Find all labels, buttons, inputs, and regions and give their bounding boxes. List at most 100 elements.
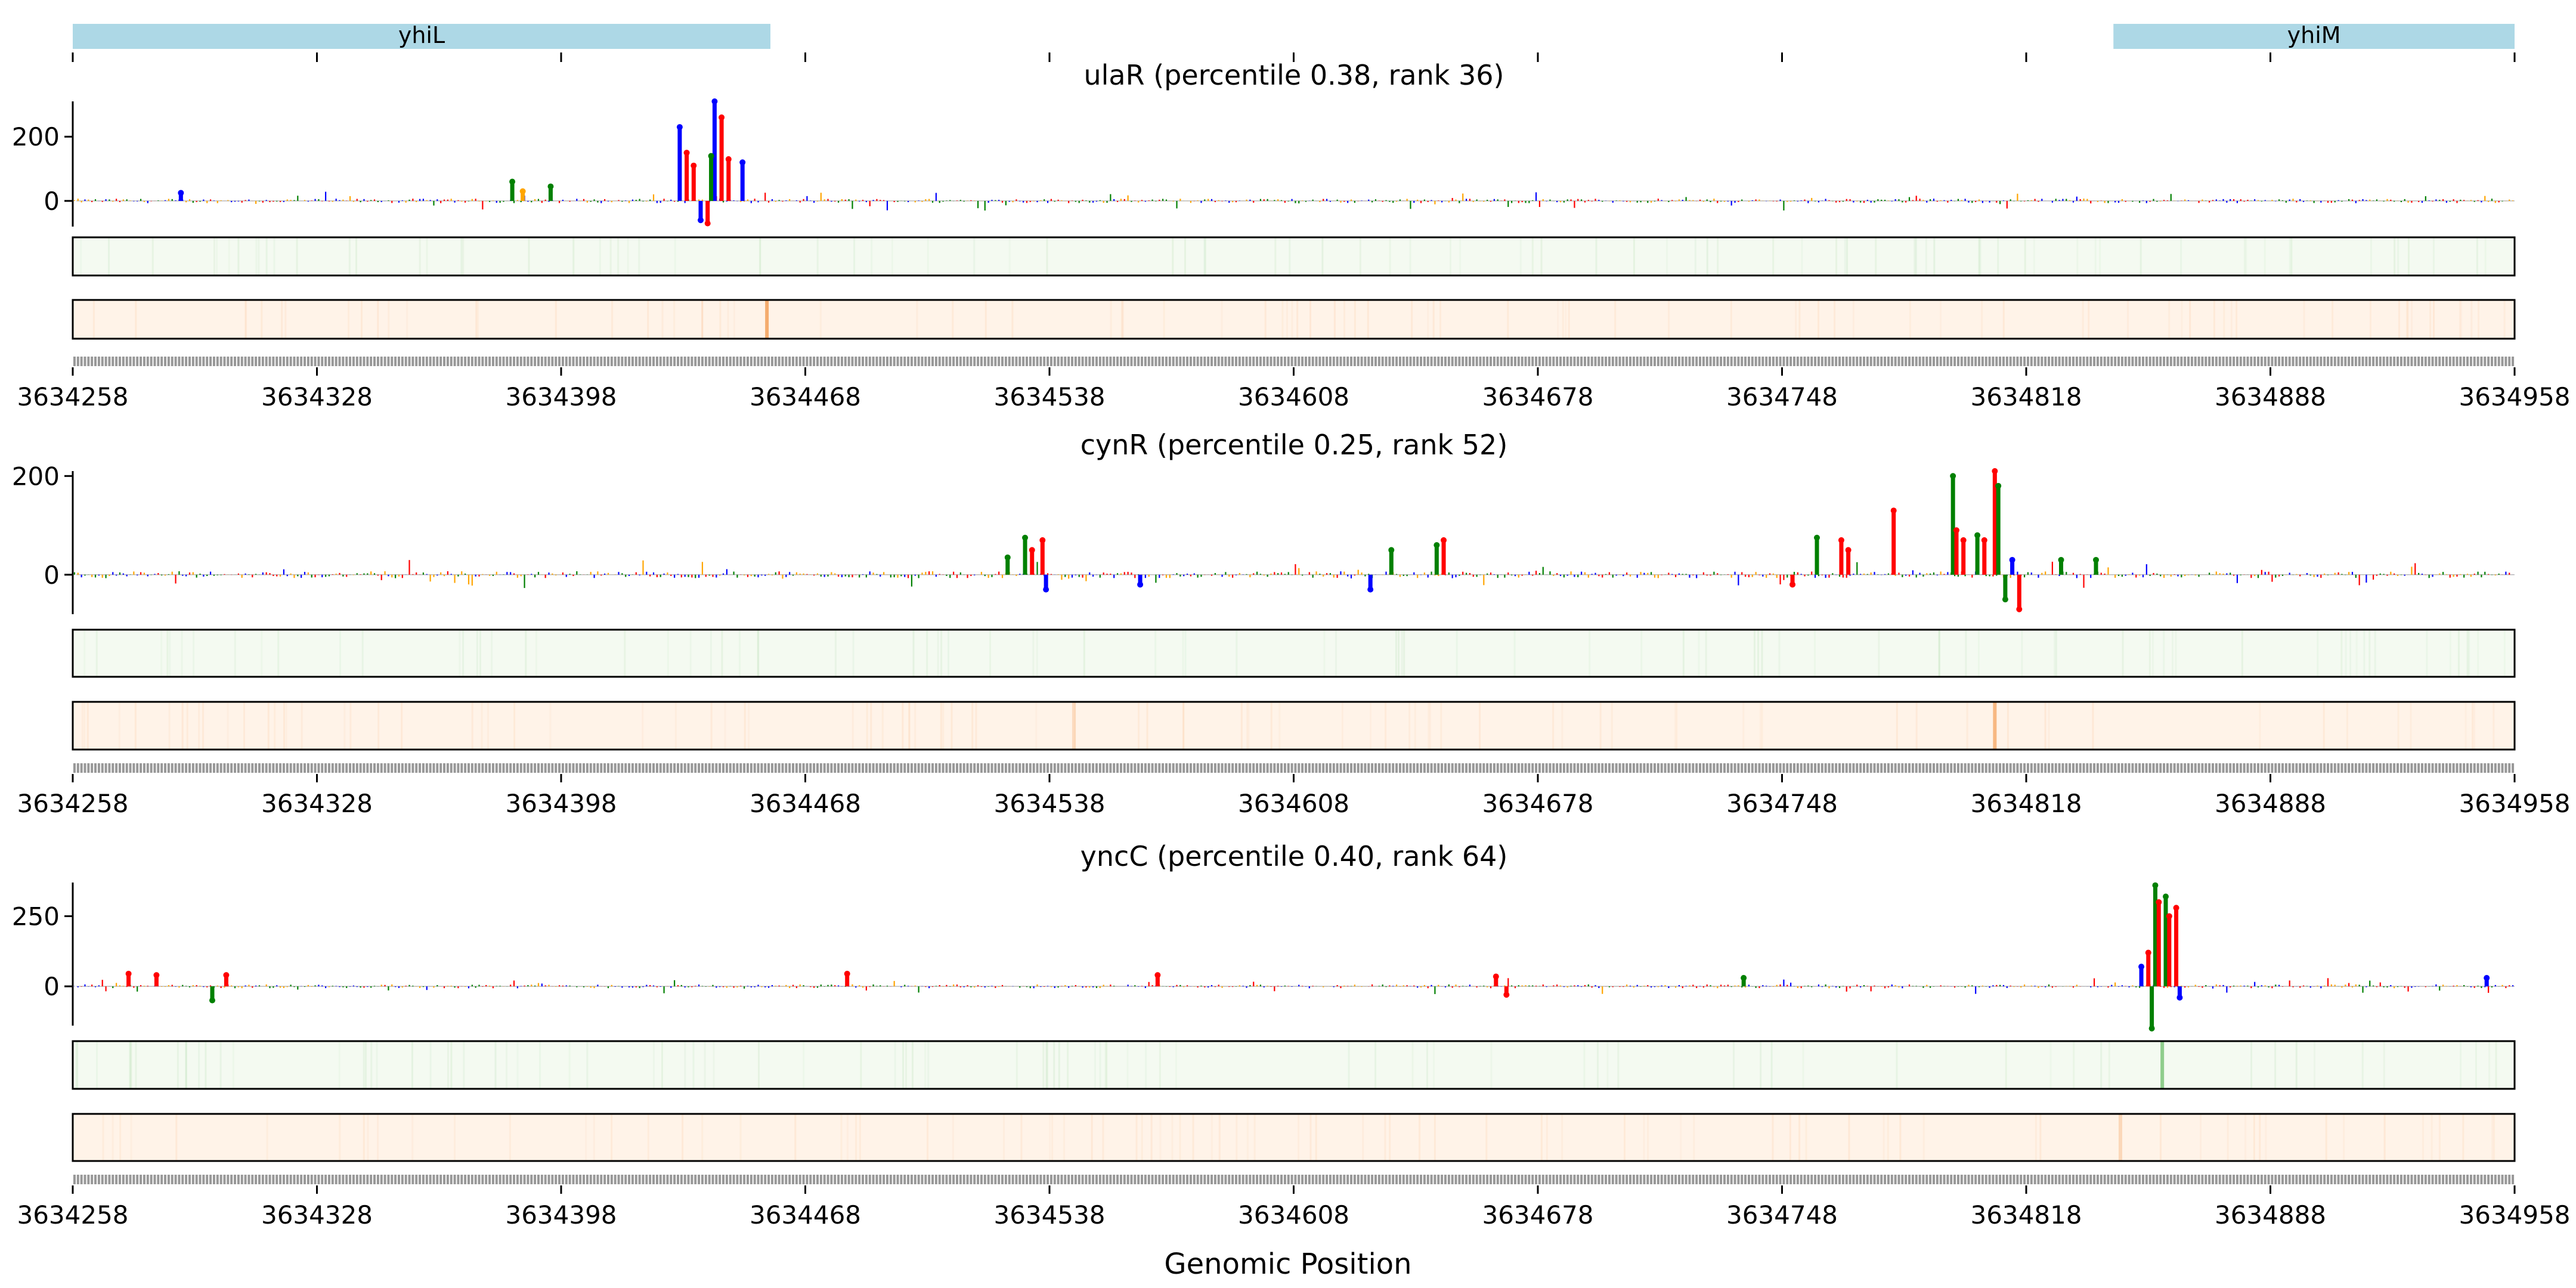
sequence-base: [2428, 763, 2431, 773]
green-score-track-stripe: [232, 1042, 234, 1088]
sequence-base: [1632, 763, 1635, 773]
sequence-base: [2445, 1175, 2448, 1184]
sequence-base: [1726, 763, 1729, 773]
sequence-base: [2299, 763, 2302, 773]
green-score-track-stripe: [1409, 238, 1411, 275]
sequence-base: [1932, 1175, 1935, 1184]
green-score-track-stripe: [871, 238, 873, 275]
sequence-base: [460, 763, 463, 773]
sequence-base: [293, 763, 296, 773]
orange-score-track-hit: [1993, 702, 1997, 749]
sequence-base: [1597, 763, 1600, 773]
green-score-track-stripe: [479, 630, 482, 676]
sequence-base: [1981, 763, 1984, 773]
sequence-base: [1726, 1175, 1729, 1184]
sequence-base: [115, 763, 118, 773]
sequence-base: [2344, 763, 2347, 773]
orange-score-track-hit: [2118, 1114, 2122, 1160]
sequence-base: [1123, 1175, 1126, 1184]
green-score-track-stripe: [1289, 238, 1291, 275]
peak-cap: [1388, 547, 1395, 553]
sequence-base: [1674, 763, 1677, 773]
sequence-base: [223, 763, 226, 773]
sequence-base: [1137, 763, 1140, 773]
orange-score-track-stripe: [1562, 301, 1564, 338]
x-tick-label: 3634608: [1238, 382, 1349, 411]
sequence-base: [750, 357, 753, 366]
orange-score-track-stripe: [2227, 1114, 2229, 1160]
green-score-track-stripe: [213, 238, 215, 275]
orange-score-track-stripe: [1552, 702, 1555, 749]
sequence-base: [645, 763, 648, 773]
sequence-base: [1953, 357, 1956, 366]
sequence-base: [670, 763, 673, 773]
sequence-base: [1849, 357, 1852, 366]
sequence-base: [1444, 763, 1447, 773]
sequence-base: [143, 763, 145, 773]
sequence-base: [212, 763, 215, 773]
sequence-base: [2135, 763, 2138, 773]
sequence-base: [2274, 357, 2277, 366]
sequence-base: [1043, 1175, 1046, 1184]
sequence-base: [962, 1175, 965, 1184]
sequence-base: [94, 1175, 97, 1184]
orange-score-track-stripe: [2471, 702, 2473, 749]
sequence-base: [1234, 763, 1237, 773]
sequence-base: [2407, 357, 2410, 366]
sequence-base: [1967, 763, 1970, 773]
sequence-base: [628, 763, 631, 773]
sequence-base: [2403, 1175, 2406, 1184]
sequence-base: [2435, 1175, 2438, 1184]
green-score-track-stripe: [1583, 1042, 1586, 1088]
green-score-track-stripe: [2264, 238, 2266, 275]
sequence-base: [432, 1175, 435, 1184]
sequence-base: [1095, 1175, 1098, 1184]
sequence-base: [1479, 763, 1482, 773]
sequence-base: [655, 357, 658, 366]
sequence-base: [1524, 763, 1527, 773]
green-score-track-stripe: [1045, 1042, 1048, 1088]
green-score-track-stripe: [1184, 630, 1187, 676]
sequence-base: [1862, 357, 1865, 366]
sequence-base: [1496, 763, 1499, 773]
sequence-base: [2354, 763, 2357, 773]
sequence-base: [1800, 1175, 1803, 1184]
sequence-base: [2180, 763, 2183, 773]
sequence-base: [2233, 1175, 2236, 1184]
sequence-base: [401, 357, 404, 366]
sequence-base: [1409, 1175, 1412, 1184]
sequence-base: [1217, 357, 1220, 366]
orange-score-track-stripe: [1264, 301, 1267, 338]
sequence-base: [606, 357, 609, 366]
orange-score-track-stripe: [1922, 1114, 1925, 1160]
orange-score-track-hit: [765, 301, 769, 338]
sequence-base: [2435, 357, 2438, 366]
sequence-base: [1283, 763, 1286, 773]
sequence-base: [1573, 357, 1576, 366]
sequence-base: [2295, 1175, 2298, 1184]
sequence-base: [1664, 1175, 1667, 1184]
sequence-base: [2487, 357, 2490, 366]
sequence-base: [990, 357, 993, 366]
sequence-base: [2163, 763, 2166, 773]
attribution-peak: [2139, 967, 2144, 987]
sequence-base: [527, 1175, 530, 1184]
orange-score-track-stripe: [682, 1114, 684, 1160]
sequence-base: [883, 1175, 886, 1184]
orange-score-track-stripe: [283, 702, 285, 749]
green-score-track-stripe: [2317, 630, 2319, 676]
orange-score-track-stripe: [2493, 702, 2495, 749]
sequence-base: [1699, 1175, 1702, 1184]
sequence-base: [1151, 763, 1154, 773]
sequence-base: [83, 763, 86, 773]
orange-score-track-stripe: [81, 702, 83, 749]
attribution-peak: [2094, 559, 2098, 575]
sequence-base: [317, 763, 320, 773]
green-score-track-stripe: [1374, 1042, 1377, 1088]
sequence-base: [826, 763, 829, 773]
sequence-base: [2152, 357, 2155, 366]
green-score-track-stripe: [1933, 238, 1936, 275]
sequence-base: [634, 763, 637, 773]
sequence-base: [1657, 1175, 1659, 1184]
x-tick-label: 3634398: [505, 1200, 617, 1230]
